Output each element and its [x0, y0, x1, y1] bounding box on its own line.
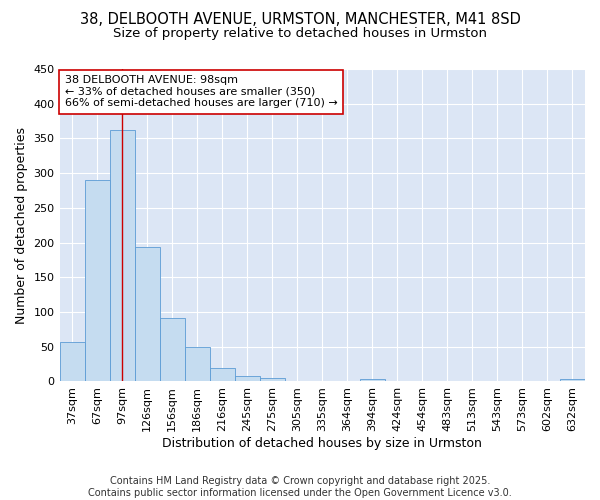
Text: Size of property relative to detached houses in Urmston: Size of property relative to detached ho… — [113, 28, 487, 40]
Y-axis label: Number of detached properties: Number of detached properties — [15, 126, 28, 324]
Bar — [59, 342, 85, 382]
Bar — [285, 381, 310, 382]
Bar — [235, 376, 260, 382]
Bar — [110, 130, 134, 382]
Text: 38 DELBOOTH AVENUE: 98sqm
← 33% of detached houses are smaller (350)
66% of semi: 38 DELBOOTH AVENUE: 98sqm ← 33% of detac… — [65, 75, 338, 108]
Bar — [260, 378, 285, 382]
Bar — [160, 318, 185, 382]
Bar — [185, 346, 209, 382]
Bar — [134, 248, 160, 382]
Bar — [360, 380, 385, 382]
Text: Contains HM Land Registry data © Crown copyright and database right 2025.
Contai: Contains HM Land Registry data © Crown c… — [88, 476, 512, 498]
Bar — [209, 368, 235, 382]
Bar — [85, 180, 110, 382]
Bar — [560, 380, 585, 382]
X-axis label: Distribution of detached houses by size in Urmston: Distribution of detached houses by size … — [163, 437, 482, 450]
Text: 38, DELBOOTH AVENUE, URMSTON, MANCHESTER, M41 8SD: 38, DELBOOTH AVENUE, URMSTON, MANCHESTER… — [80, 12, 520, 28]
